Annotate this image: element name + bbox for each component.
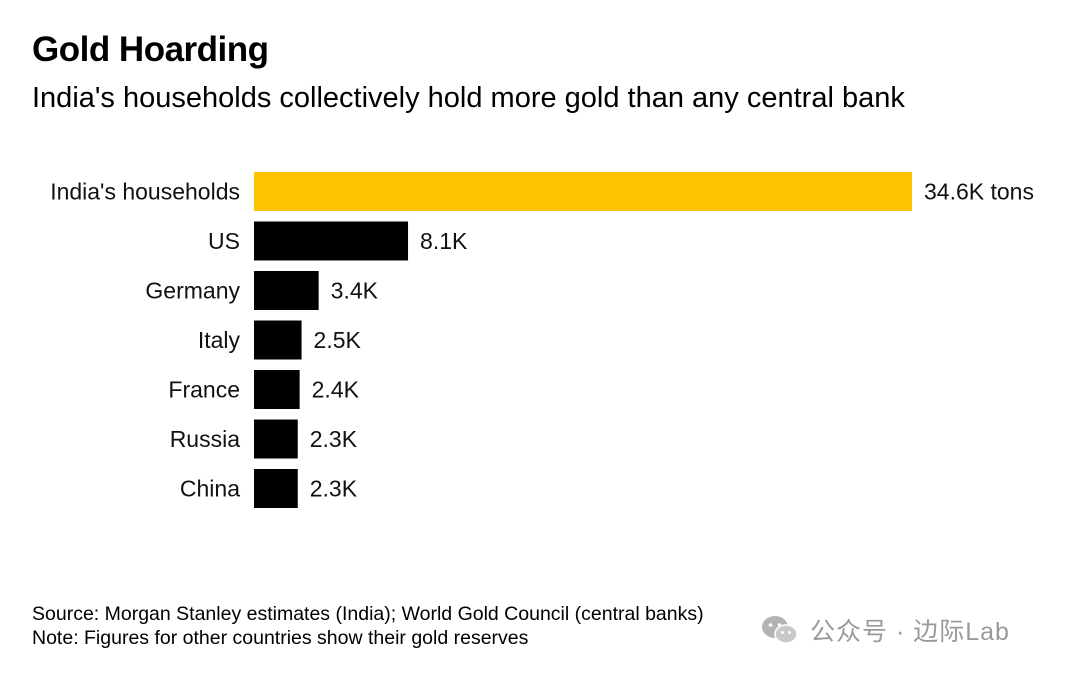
value-label: 3.4K [331,278,379,304]
bar [254,172,912,211]
value-label: 34.6K tons [924,179,1034,205]
chart-title: Gold Hoarding [32,30,269,69]
watermark-text: 公众号 · 边际Lab [810,618,1010,646]
value-label: 2.3K [310,476,358,502]
source-note: Source: Morgan Stanley estimates (India)… [32,603,704,625]
value-label: 8.1K [420,228,468,254]
bar-chart: India's households 34.6K tons US 8.1K German… [50,172,1034,508]
bar [254,469,298,508]
chart-subtitle: India's households collectively hold mor… [32,82,905,114]
category-label: India's households [50,179,240,205]
wechat-icon [760,614,800,646]
category-label: Russia [170,426,241,452]
bar [254,271,319,310]
category-label: China [180,476,240,502]
category-label: France [168,377,240,403]
bar [254,221,409,261]
category-label: Germany [145,278,240,304]
value-label: 2.5K [314,327,362,353]
category-label: Italy [198,327,241,353]
bar [254,320,302,360]
value-label: 2.3K [310,426,358,452]
watermark: 公众号 · 边际Lab [760,612,1010,648]
category-label: US [208,228,240,254]
bar [254,370,300,409]
bar [254,419,298,459]
value-label: 2.4K [312,377,360,403]
footnote: Note: Figures for other countries show t… [32,627,529,649]
